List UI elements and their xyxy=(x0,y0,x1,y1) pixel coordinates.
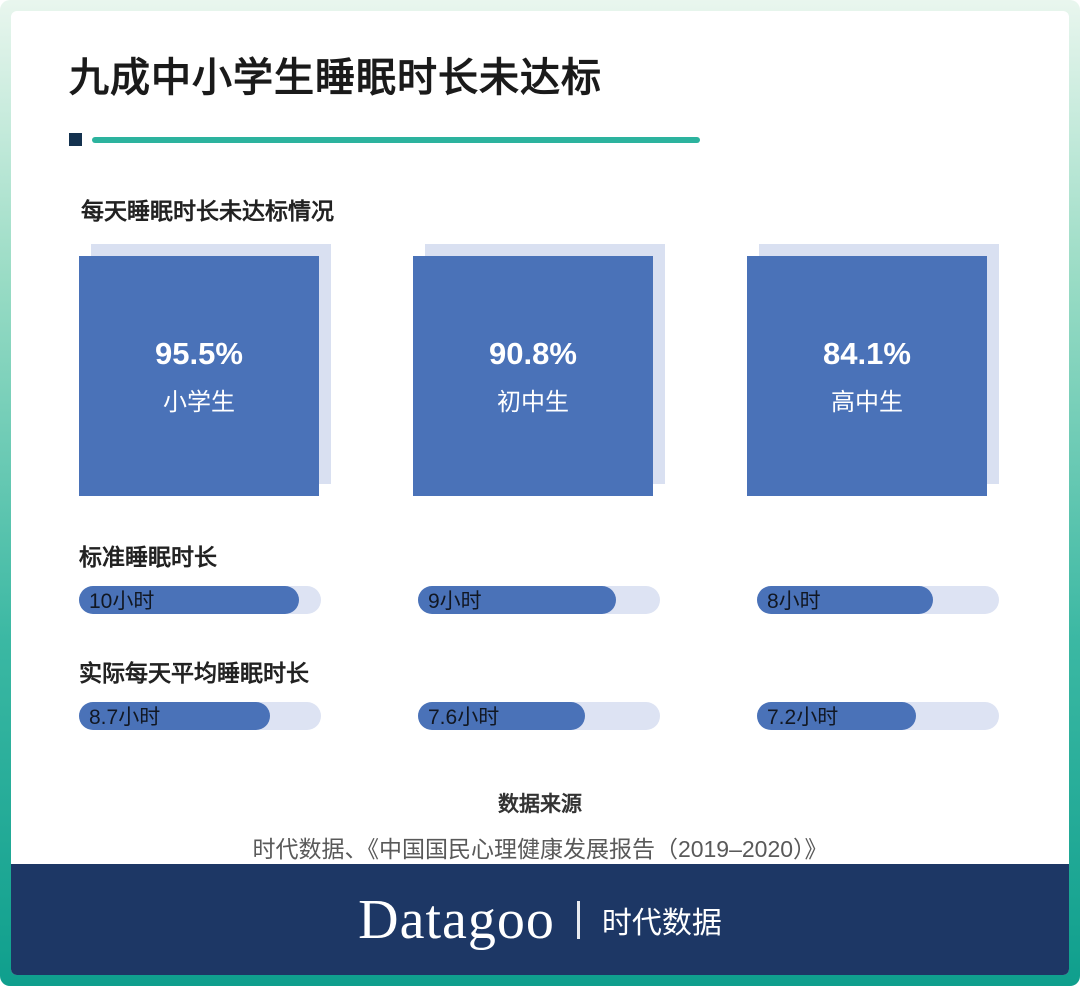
percentage-value: 90.8% xyxy=(489,335,577,371)
bar-track: 8.7小时 xyxy=(79,702,321,730)
title-underline xyxy=(69,133,1011,146)
content-area: 九成中小学生睡眠时长未达标 每天睡眠时长未达标情况 95.5% 小学生 xyxy=(11,11,1069,864)
bar-fill-actual-senior: 7.2小时 xyxy=(757,702,916,730)
standard-sleep-heading: 标准睡眠时长 xyxy=(79,544,217,570)
square-face: 84.1% 高中生 xyxy=(747,256,987,496)
bar-track: 8小时 xyxy=(757,586,999,614)
bar-track: 7.2小时 xyxy=(757,702,999,730)
brand-logo-en: Datagoo xyxy=(358,888,555,951)
square-face: 95.5% 小学生 xyxy=(79,256,319,496)
logo-divider xyxy=(576,900,580,939)
data-source-text: 时代数据、《中国国民心理健康发展报告（2019–2020）》 xyxy=(252,836,828,862)
category-label: 小学生 xyxy=(163,388,235,416)
bar-fill-standard-primary: 10小时 xyxy=(79,586,299,614)
square-junior-high-students: 90.8% 初中生 xyxy=(413,244,665,496)
actual-sleep-bars: 8.7小时 7.6小时 7.2小时 xyxy=(69,702,1011,730)
data-source-block: 数据来源 时代数据、《中国国民心理健康发展报告（2019–2020）》 xyxy=(69,788,1011,864)
bar-track: 9小时 xyxy=(418,586,660,614)
bar-fill-actual-primary: 8.7小时 xyxy=(79,702,271,730)
brand-logo-cn: 时代数据 xyxy=(601,906,722,940)
bar-fill-actual-junior: 7.6小时 xyxy=(418,702,586,730)
square-face: 90.8% 初中生 xyxy=(413,256,653,496)
bar-fill-standard-junior: 9小时 xyxy=(418,586,616,614)
bar-track: 10小时 xyxy=(79,586,321,614)
bar-fill-standard-senior: 8小时 xyxy=(757,586,933,614)
category-label: 高中生 xyxy=(831,388,903,416)
standard-sleep-bars: 10小时 9小时 8小时 xyxy=(69,586,1011,614)
bar-track: 7.6小时 xyxy=(418,702,660,730)
data-source-heading: 数据来源 xyxy=(498,793,582,816)
square-primary-students: 95.5% 小学生 xyxy=(79,244,331,496)
actual-sleep-heading: 实际每天平均睡眠时长 xyxy=(79,660,309,686)
category-label: 初中生 xyxy=(497,388,569,416)
brand-footer: Datagoo 时代数据 xyxy=(11,864,1069,975)
underline-line xyxy=(92,136,700,143)
underline-square xyxy=(69,133,82,146)
square-senior-high-students: 84.1% 高中生 xyxy=(747,244,999,496)
percentage-value: 84.1% xyxy=(823,335,911,371)
page-title: 九成中小学生睡眠时长未达标 xyxy=(69,56,602,100)
chart-section-heading: 每天睡眠时长未达标情况 xyxy=(81,198,334,224)
infographic-card: 九成中小学生睡眠时长未达标 每天睡眠时长未达标情况 95.5% 小学生 xyxy=(11,11,1069,975)
percentage-squares-row: 95.5% 小学生 90.8% 初中生 84.1% 高中生 xyxy=(69,244,1011,496)
percentage-value: 95.5% xyxy=(155,335,243,371)
